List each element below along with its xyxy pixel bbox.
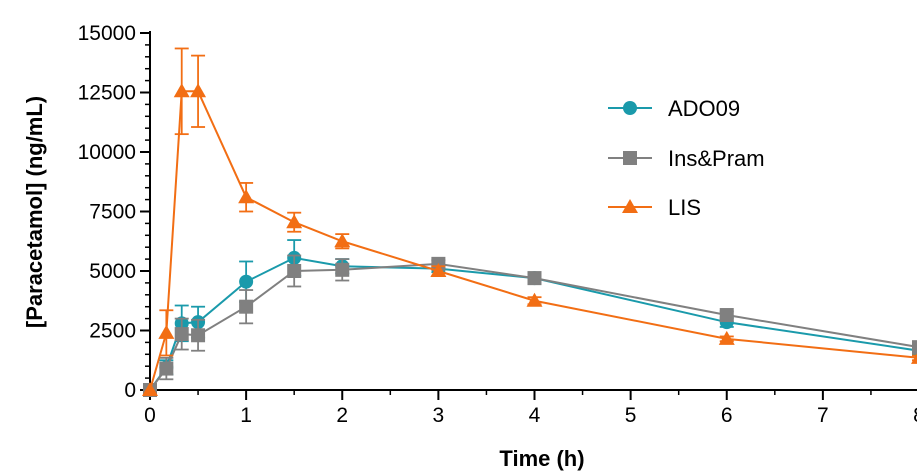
series-2 [142,47,917,396]
x-tick-label: 6 [721,404,733,427]
legend-marker [623,151,637,165]
data-point [335,262,350,277]
data-point [334,233,351,248]
x-axis-title: Time (h) [499,446,584,471]
data-point [430,263,447,277]
x-tick-label: 1 [240,404,252,427]
y-tick-label: 2500 [89,320,136,343]
legend-marker [622,199,638,213]
data-point [239,299,254,314]
x-tick-label: 5 [625,404,637,427]
y-tick-label: 15000 [78,22,136,45]
series-layer [142,47,917,397]
data-point [173,83,190,98]
data-point [286,214,303,229]
x-tick-label: 2 [336,404,348,427]
legend-label: Ins&Pram [668,146,765,171]
y-tick-label: 7500 [89,201,136,224]
series-line [149,90,917,391]
data-point [911,353,917,364]
data-point [238,189,255,204]
data-point [174,327,189,342]
data-point [719,308,734,323]
x-tick-label: 0 [144,404,156,427]
y-tick-label: 0 [124,379,136,402]
series-1 [143,254,917,397]
legend-label: ADO09 [668,96,740,121]
y-axis-title: [Paracetamol] (ng/mL) [22,96,47,328]
data-point [190,83,207,98]
data-point [191,328,206,343]
x-tick-label: 3 [433,404,445,427]
y-tick-label: 12500 [78,82,136,105]
legend-marker [623,101,637,115]
legend-label: LIS [668,195,701,220]
data-point [158,324,175,339]
y-tick-label: 10000 [78,141,136,164]
data-point [527,271,542,286]
y-tick-label: 5000 [89,260,136,283]
x-tick-label: 7 [817,404,829,427]
data-point [718,330,735,345]
data-point [159,361,174,376]
x-tick-label: 8 [913,404,917,427]
legend: ADO09 Ins&Pram LIS [608,96,765,220]
data-point [287,264,302,278]
data-point [142,382,158,396]
axes [149,31,917,391]
ticks: 0 2500 5000 7500 10000 12500 15000 0 1 2 3 4 5 6 7 8 [78,22,917,427]
data-point [239,274,254,289]
data-point [912,340,917,355]
series-0 [143,239,917,397]
data-point [526,292,543,307]
x-tick-label: 4 [529,404,541,427]
